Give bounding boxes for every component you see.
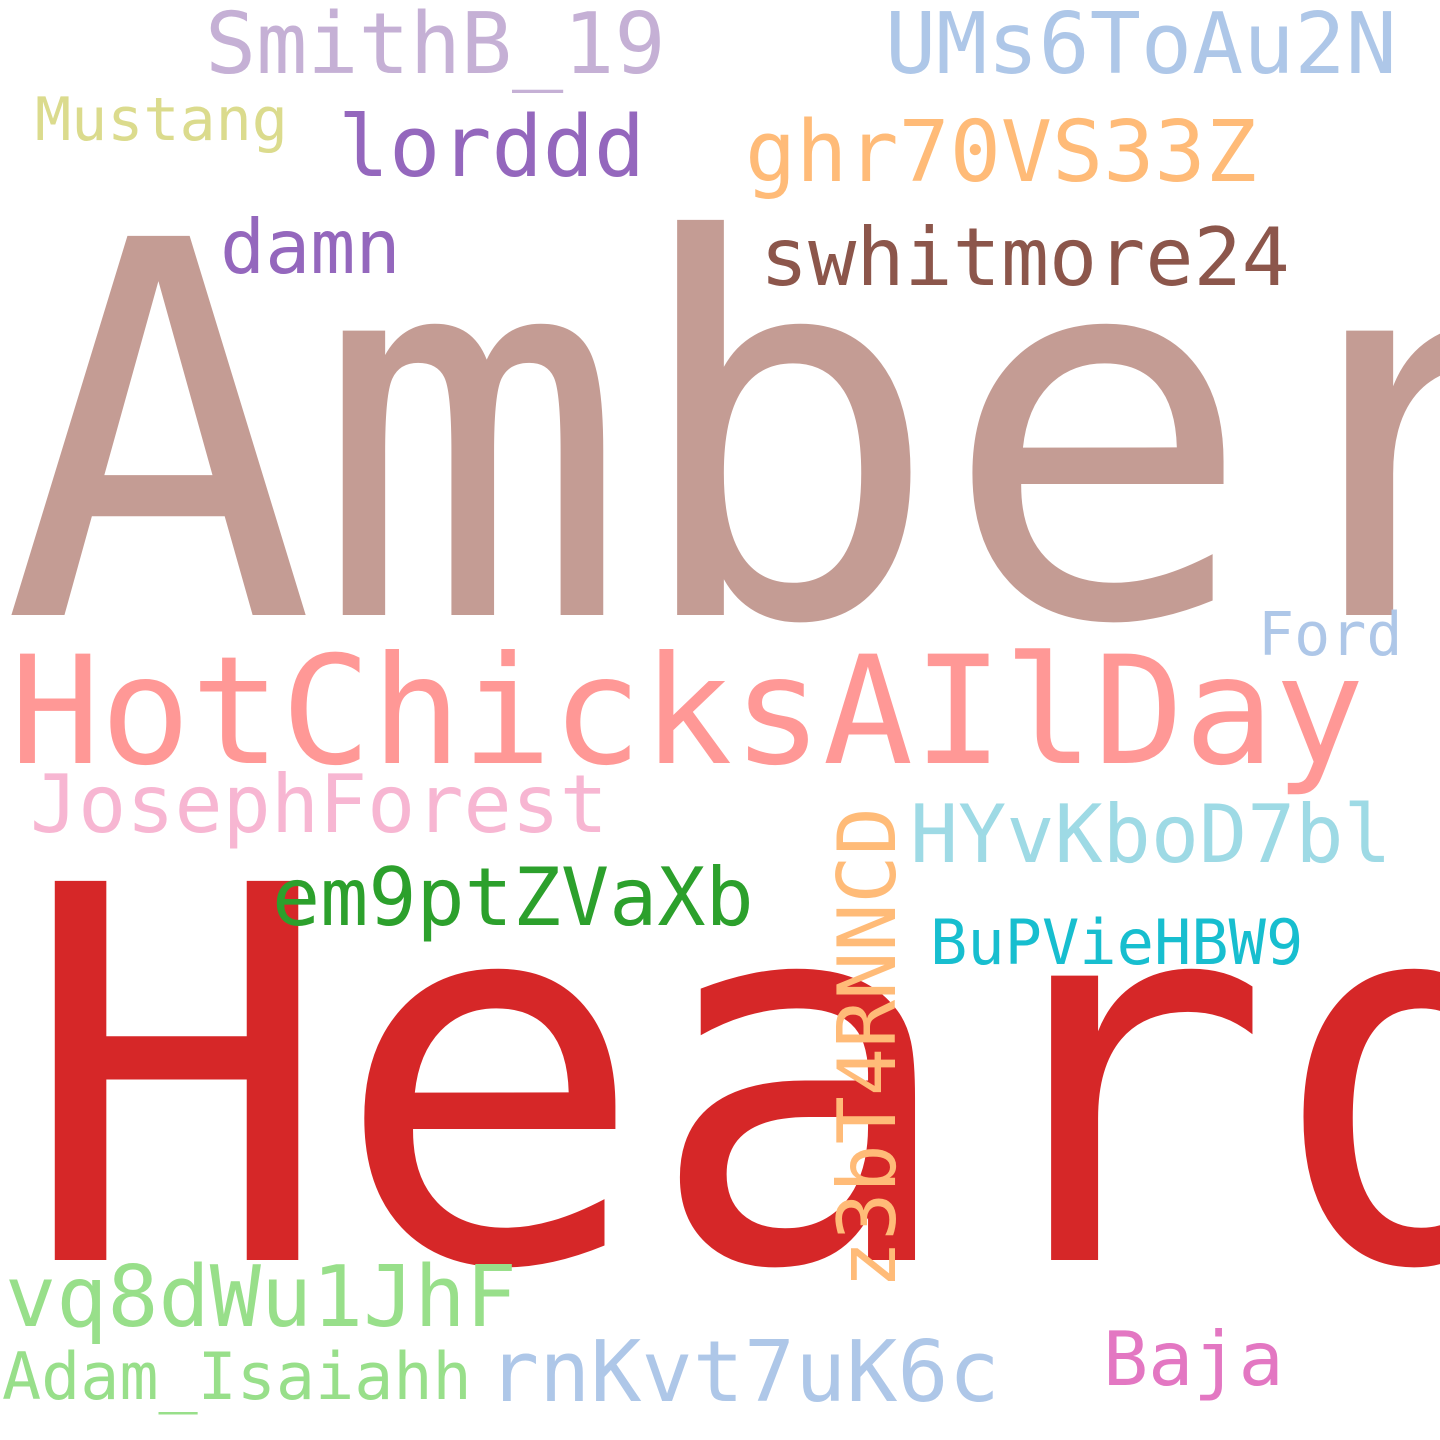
word-amber: Amber: [2, 132, 1440, 738]
word-hotchicksaiiday: HotChicksAIlDay: [10, 625, 1365, 799]
word-ghr70vs33z: ghr70VS33Z: [745, 103, 1257, 202]
word-em9ptzvaxb: em9ptZVaXb: [272, 851, 754, 944]
word-lorddd: lorddd: [338, 98, 646, 197]
word-damn: damn: [220, 203, 401, 291]
word-vq8dwu1jhf: vq8dWu1JhF: [5, 1248, 517, 1347]
word-adam-isaiahh: Adam_Isaiahh: [2, 1340, 472, 1415]
word-ford: Ford: [1258, 600, 1403, 670]
word-smithb-19: SmithB_19: [205, 0, 666, 94]
word-rnkvt7uk6c: rnKvt7uK6c: [488, 1323, 1000, 1422]
word-josephforest: JosephForest: [30, 758, 608, 851]
word-swhitmore24: swhitmore24: [760, 211, 1290, 304]
word-heard: Heard: [20, 777, 1440, 1383]
word-ums6toau2n: UMs6ToAu2N: [885, 0, 1397, 94]
word-baja: Baja: [1103, 1315, 1284, 1403]
word-mustang: Mustang: [35, 85, 288, 155]
word-z3bt4rnncd: z3bT4RNNCD: [821, 807, 914, 1289]
word-bupviehbw9: BuPVieHBW9: [930, 906, 1304, 979]
word-hyvkbod7bl: HYvKboD7bl: [910, 788, 1392, 881]
